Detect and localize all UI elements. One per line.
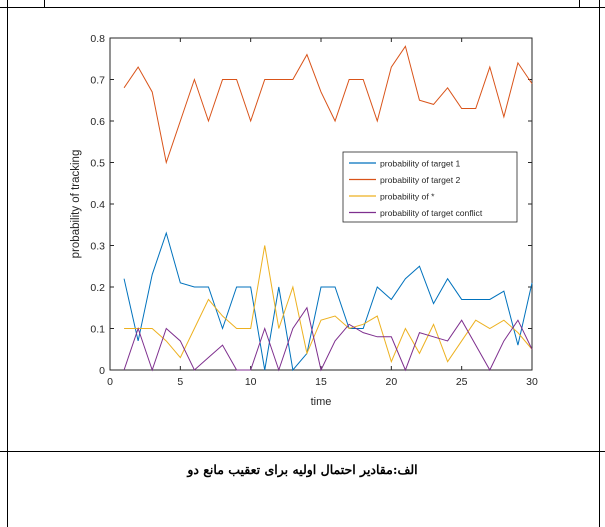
series-lines [123, 45, 533, 372]
legend-entry-label: probability of * [380, 192, 435, 202]
x-tick-label: 10 [245, 376, 257, 388]
frame-divider-line [0, 451, 605, 452]
y-tick-label: 0.2 [90, 282, 105, 294]
y-tick-label: 0.3 [90, 241, 105, 253]
x-tick-label: 5 [177, 376, 183, 388]
legend-entry-label: probability of target 2 [380, 175, 460, 185]
x-tick-label: 25 [456, 376, 468, 388]
legend: probability of target 1 probability of ta… [342, 151, 518, 223]
y-tick-label: 0.7 [90, 75, 105, 87]
frame-left-line [7, 0, 8, 527]
series-line-2 [123, 45, 533, 165]
y-axis-label: probability of tracking [70, 150, 82, 259]
series-line-3 [124, 245, 533, 364]
y-tick-label: 0.5 [90, 158, 105, 170]
y-tick-label: 0 [99, 365, 105, 377]
x-tick-label: 30 [526, 376, 538, 388]
frame-header-right-tick [579, 0, 580, 8]
frame-right-line [599, 0, 600, 527]
y-axis-ticks: 0 0.1 0.2 0.3 0.4 0.5 0.6 0.7 0.8 [90, 33, 532, 377]
y-tick-label: 0.1 [90, 324, 105, 336]
series-line-4 [123, 306, 533, 372]
legend-entry-label: probability of target conflict [380, 208, 483, 218]
series-line-1 [123, 231, 533, 372]
y-tick-label: 0.8 [90, 33, 105, 45]
x-tick-label: 15 [315, 376, 327, 388]
x-axis-label: time [311, 396, 332, 408]
line-chart: 0 5 10 15 20 25 30 0 0.1 0.2 0.3 0.4 0.5 0.6 0.7 0.8 t… [70, 33, 538, 408]
y-tick-label: 0.4 [90, 199, 105, 211]
y-tick-label: 0.6 [90, 116, 105, 128]
legend-entry-label: probability of target 1 [380, 159, 460, 169]
x-tick-label: 20 [385, 376, 397, 388]
figure-caption: الف:مقادیر احتمال اولیه برای تعقیب مانع … [187, 462, 418, 477]
x-tick-label: 0 [107, 376, 113, 388]
frame-top-line [0, 7, 605, 8]
legend-box [342, 151, 518, 223]
frame-header-left-tick [44, 0, 45, 8]
